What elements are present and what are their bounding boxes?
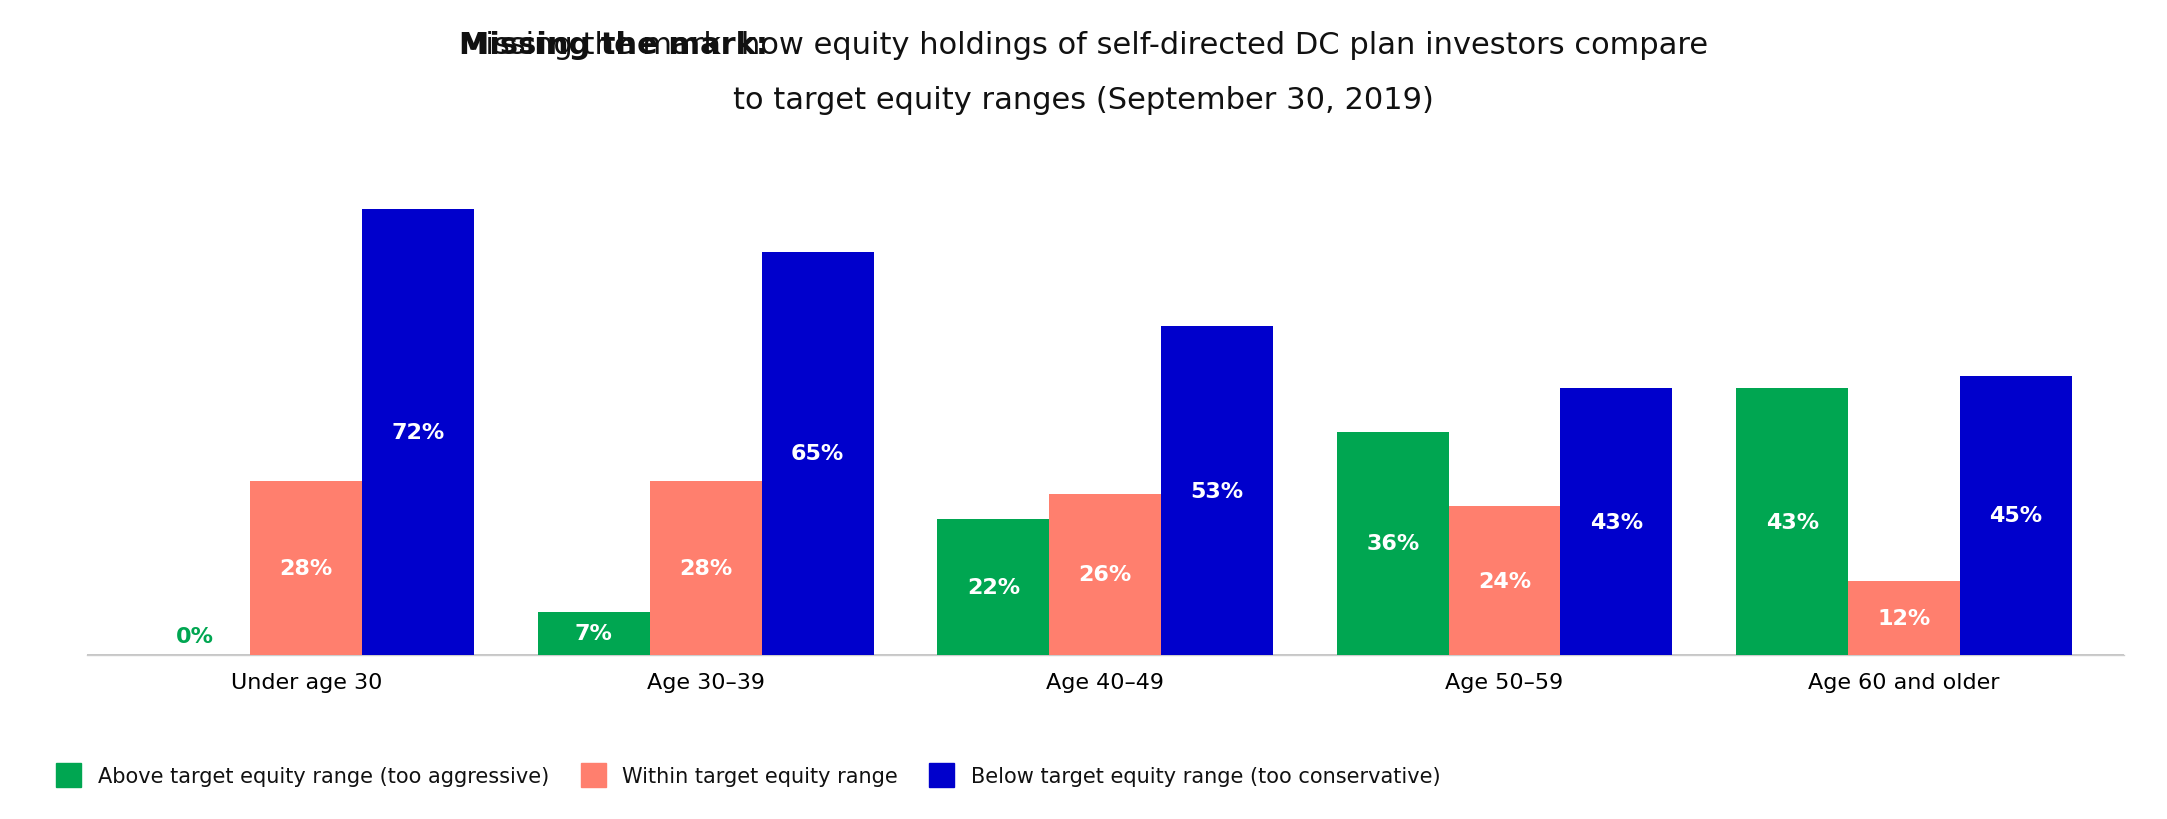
Legend: Above target equity range (too aggressive), Within target equity range, Below ta: Above target equity range (too aggressiv… [56,763,1441,787]
Text: 0%: 0% [176,626,215,646]
Text: 12%: 12% [1877,608,1931,628]
Text: 65%: 65% [791,444,845,464]
Text: 53%: 53% [1190,481,1244,501]
Bar [251,482,362,655]
Text: to target equity ranges (September 30, 2019): to target equity ranges (September 30, 2… [732,86,1435,115]
Bar [362,210,475,655]
Bar [938,519,1049,655]
Text: 28%: 28% [280,559,334,578]
Text: 45%: 45% [1989,506,2041,526]
Bar [537,612,650,655]
Text: 24%: 24% [1478,571,1532,590]
Text: 26%: 26% [1079,565,1131,585]
Text: 72%: 72% [392,423,444,442]
Bar [1337,432,1450,655]
Text: Missing the mark: how equity holdings of self-directed DC plan investors compare: Missing the mark: how equity holdings of… [459,31,1708,60]
Text: 36%: 36% [1365,534,1419,554]
Bar [1736,389,1848,655]
Text: 43%: 43% [1766,512,1818,532]
Bar [761,253,873,655]
Text: 43%: 43% [1591,512,1643,532]
Text: 22%: 22% [966,577,1021,597]
Bar [650,482,761,655]
Bar [1049,494,1162,655]
Text: 7%: 7% [574,623,613,644]
Bar [1560,389,1673,655]
Text: Missing the mark:: Missing the mark: [459,31,767,60]
Bar [1162,327,1272,655]
Bar [1959,377,2072,655]
Bar [1450,507,1560,655]
Bar [1848,581,1959,655]
Text: 28%: 28% [678,559,732,578]
